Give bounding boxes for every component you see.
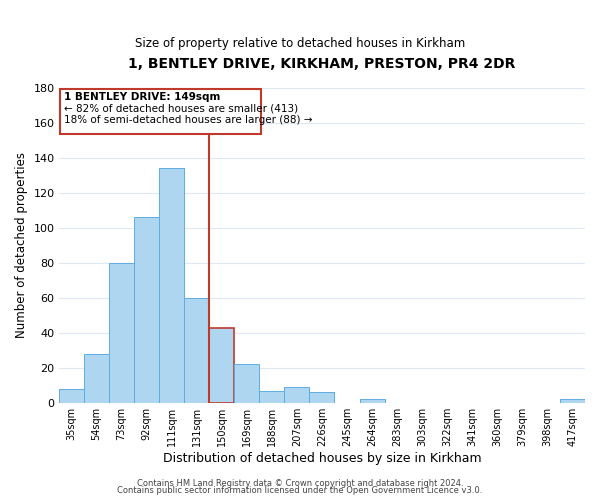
FancyBboxPatch shape (60, 89, 260, 134)
Text: 1 BENTLEY DRIVE: 149sqm: 1 BENTLEY DRIVE: 149sqm (64, 92, 220, 102)
X-axis label: Distribution of detached houses by size in Kirkham: Distribution of detached houses by size … (163, 452, 481, 465)
Text: 18% of semi-detached houses are larger (88) →: 18% of semi-detached houses are larger (… (64, 115, 313, 125)
Y-axis label: Number of detached properties: Number of detached properties (15, 152, 28, 338)
Text: Contains HM Land Registry data © Crown copyright and database right 2024.: Contains HM Land Registry data © Crown c… (137, 478, 463, 488)
Text: Size of property relative to detached houses in Kirkham: Size of property relative to detached ho… (135, 38, 465, 51)
Bar (184, 298, 209, 403)
Bar (84, 354, 109, 403)
Bar (310, 392, 334, 403)
Bar (134, 218, 159, 403)
Bar (59, 389, 84, 403)
Bar (159, 168, 184, 403)
Bar (234, 364, 259, 403)
Bar (359, 400, 385, 403)
Bar (209, 328, 234, 403)
Bar (284, 387, 310, 403)
Bar (259, 390, 284, 403)
Text: ← 82% of detached houses are smaller (413): ← 82% of detached houses are smaller (41… (64, 104, 298, 114)
Title: 1, BENTLEY DRIVE, KIRKHAM, PRESTON, PR4 2DR: 1, BENTLEY DRIVE, KIRKHAM, PRESTON, PR4 … (128, 58, 515, 71)
Text: Contains public sector information licensed under the Open Government Licence v3: Contains public sector information licen… (118, 486, 482, 495)
Bar (560, 400, 585, 403)
Bar (109, 263, 134, 403)
